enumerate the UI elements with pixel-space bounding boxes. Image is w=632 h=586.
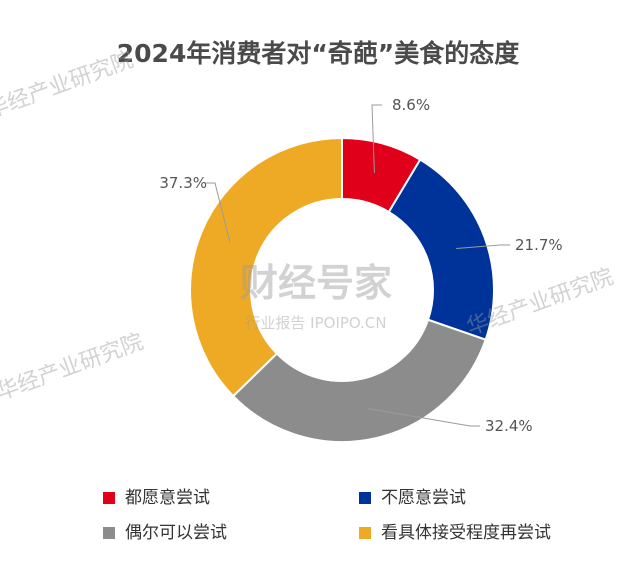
leader-line-1 <box>371 104 382 173</box>
legend-swatch-3 <box>103 527 115 539</box>
label-leader-lines <box>205 104 510 427</box>
leader-line-2 <box>456 244 510 249</box>
value-labels: 8.6% 21.7% 32.4% 37.3% <box>159 96 562 435</box>
watermark-brand-1: 华经产业研究院 <box>0 47 137 123</box>
value-label-2: 21.7% <box>515 236 563 254</box>
legend-label-2: 不愿意尝试 <box>381 488 466 508</box>
value-label-3: 32.4% <box>485 417 533 435</box>
value-label-1: 8.6% <box>392 96 430 114</box>
donut-slice-2 <box>387 158 495 341</box>
legend-swatch-2 <box>359 492 371 504</box>
legend-label-1: 都愿意尝试 <box>125 488 210 508</box>
legend-label-3: 偶尔可以尝试 <box>125 523 227 543</box>
watermark-site-sub: 行业报告 IPOIPO.CN <box>245 314 386 332</box>
watermark-site-name: 财经号家 <box>240 261 392 305</box>
donut-slice-3 <box>231 318 487 443</box>
donut-slices <box>189 136 495 443</box>
value-label-4: 37.3% <box>159 174 207 192</box>
chart-title: 2024年消费者对“奇葩”美食的态度 <box>117 39 519 68</box>
watermark-brand-3: 华经产业研究院 <box>0 329 147 405</box>
leader-line-3 <box>368 408 480 427</box>
legend-swatch-1 <box>103 492 115 504</box>
legend-label-4: 看具体接受程度再尝试 <box>381 523 551 543</box>
donut-slice-4 <box>189 136 343 398</box>
leader-line-4 <box>205 182 231 243</box>
legend-swatch-4 <box>359 527 371 539</box>
